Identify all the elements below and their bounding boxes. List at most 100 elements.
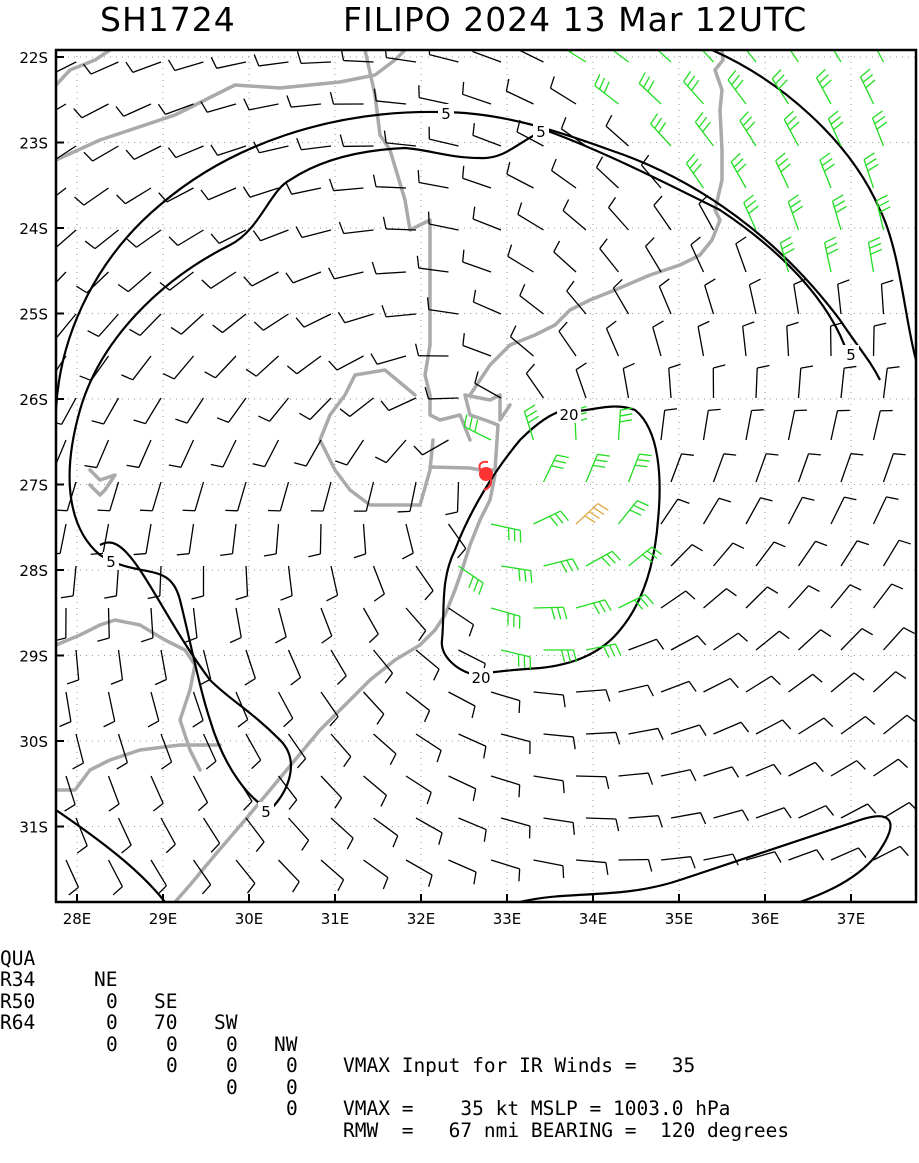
wind-barb xyxy=(544,734,576,749)
wind-barb xyxy=(884,715,917,734)
wind-barb xyxy=(651,114,671,146)
wind-barb xyxy=(84,440,108,468)
wind-barb xyxy=(884,803,918,818)
wind-barb xyxy=(286,272,321,283)
wind-barb xyxy=(168,146,203,158)
wind-barb xyxy=(126,146,161,159)
wind-barb xyxy=(245,650,255,685)
wind-barb xyxy=(74,104,109,118)
wind-barb xyxy=(661,857,695,869)
wind-barb xyxy=(85,230,118,249)
r34-ne: 0 xyxy=(106,991,118,1013)
r34-se: 70 xyxy=(154,1012,177,1034)
wind-barb xyxy=(629,547,662,566)
wind-barb xyxy=(705,279,716,314)
wind-barb xyxy=(375,440,406,463)
wind-barb xyxy=(473,207,501,230)
wind-barb xyxy=(576,363,586,398)
wind-barb xyxy=(508,245,534,272)
wind-barb xyxy=(841,629,873,650)
lon-label: 37E xyxy=(837,910,866,926)
wind-barb xyxy=(449,860,476,884)
wind-barb xyxy=(254,54,288,66)
lon-label: 32E xyxy=(407,910,436,926)
wind-barb xyxy=(799,718,833,734)
wind-barb xyxy=(374,650,393,683)
wind-barb xyxy=(884,367,900,398)
wind-barb xyxy=(236,860,255,893)
wind-barb xyxy=(382,305,416,317)
wind-barb xyxy=(340,135,373,147)
wind-barb xyxy=(789,850,824,860)
wind-barb xyxy=(746,676,780,692)
wind-barb xyxy=(884,540,911,566)
r64-se: 0 xyxy=(166,1055,178,1077)
wind-barb xyxy=(331,818,353,849)
wind-barb xyxy=(619,501,649,524)
wind-barb xyxy=(731,153,746,188)
wind-barb xyxy=(609,197,629,230)
wind-barb xyxy=(406,608,426,641)
wind-barb xyxy=(279,692,293,727)
wind-barb xyxy=(374,818,398,847)
wind-barb xyxy=(402,524,413,559)
wind-barb xyxy=(776,153,791,188)
wind-barb xyxy=(831,673,864,692)
wind-barb xyxy=(877,195,891,230)
wind-barb xyxy=(406,860,432,887)
wind-barb xyxy=(340,398,373,416)
wind-barb xyxy=(84,146,119,161)
wind-barb xyxy=(168,60,203,71)
wind-barb xyxy=(671,725,706,736)
wind-radii-info-panel: QUA NE SE SW NW VMAX Input for IR Winds … xyxy=(0,926,919,1014)
wind-barb xyxy=(205,356,236,378)
wind-barb xyxy=(756,808,791,818)
wind-barb xyxy=(831,761,865,776)
wind-barb xyxy=(335,440,363,465)
r34-sw: 0 xyxy=(226,1034,238,1056)
wind-barb xyxy=(491,860,520,881)
wind-barb xyxy=(406,692,430,722)
r64-ne: 0 xyxy=(106,1034,118,1056)
wind-barb xyxy=(354,524,366,558)
wind-barb xyxy=(463,82,491,104)
wind-barb xyxy=(642,155,661,188)
wind-barb xyxy=(429,42,458,62)
wind-barb xyxy=(586,818,619,831)
wind-barb xyxy=(841,366,856,398)
wind-barb xyxy=(161,818,175,853)
wind-barb xyxy=(518,203,544,230)
wind-barb xyxy=(629,454,652,482)
wind-barb xyxy=(225,482,246,511)
wind-barb xyxy=(576,776,609,789)
wind-barb xyxy=(321,860,344,891)
contour-label: 5 xyxy=(106,553,116,571)
wind-barb xyxy=(416,818,442,845)
wind-barb xyxy=(873,111,887,146)
wind-barb xyxy=(841,541,869,566)
wind-barb xyxy=(714,810,749,821)
wind-barb xyxy=(329,268,364,279)
wind-barb xyxy=(374,734,396,765)
wind-barb xyxy=(183,482,204,511)
rmw-bearing-text: RMW = 67 nmi BEARING = 120 degrees xyxy=(343,1120,789,1142)
wind-barb xyxy=(749,279,760,314)
header-ne: NE xyxy=(94,969,117,991)
wind-barb xyxy=(838,280,850,314)
wind-barb xyxy=(364,776,387,806)
wind-barb xyxy=(140,482,161,511)
wind-barb xyxy=(80,356,109,380)
wind-barb xyxy=(117,734,128,769)
wind-barb xyxy=(526,364,543,398)
wind-barb xyxy=(841,716,875,734)
wind-barb xyxy=(606,115,628,146)
wind-barb xyxy=(684,71,704,104)
wind-barb xyxy=(869,237,882,272)
wind-barb xyxy=(501,566,532,583)
wind-barb xyxy=(429,212,459,230)
wind-barb xyxy=(756,720,791,734)
wind-barb xyxy=(861,69,876,104)
wind-barb xyxy=(789,497,815,524)
wind-barb xyxy=(459,818,487,842)
